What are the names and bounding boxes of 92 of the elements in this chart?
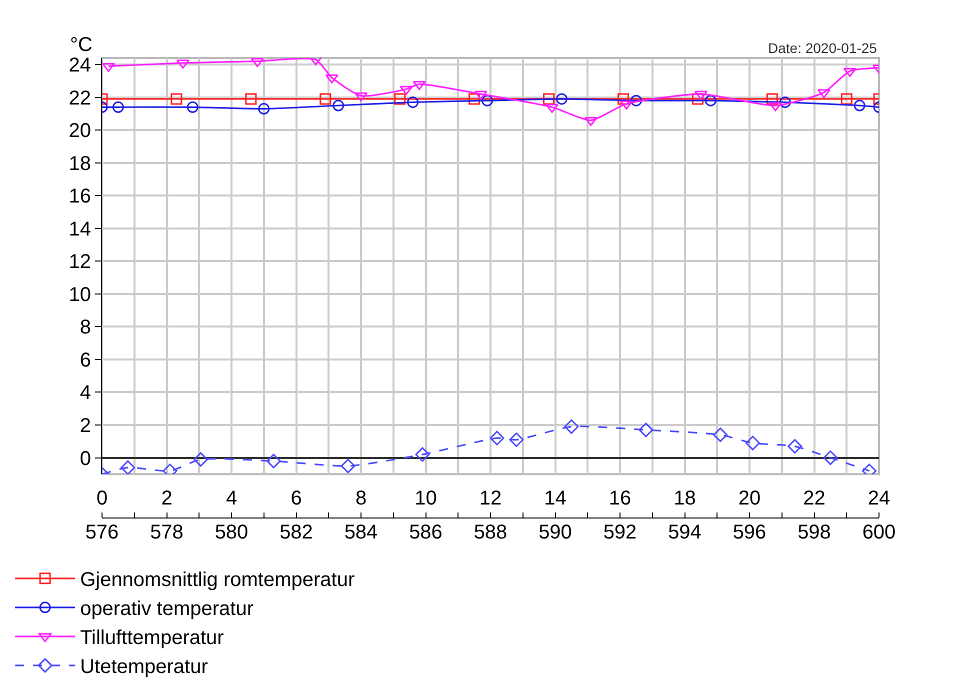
point bbox=[170, 93, 182, 105]
point bbox=[620, 100, 633, 110]
point bbox=[250, 58, 264, 68]
point bbox=[823, 450, 838, 466]
legend-label: operativ temperatur bbox=[80, 598, 254, 620]
point bbox=[617, 93, 629, 105]
x2-tick-label: 592 bbox=[603, 522, 637, 544]
point bbox=[193, 452, 208, 467]
point bbox=[766, 93, 778, 105]
x-tick-label: 2 bbox=[161, 488, 172, 510]
y-tick-label: 2 bbox=[80, 415, 91, 437]
x-tick-label: 24 bbox=[868, 488, 890, 510]
point bbox=[412, 80, 426, 90]
point bbox=[332, 100, 344, 112]
y-tick-label: 6 bbox=[80, 349, 91, 372]
point bbox=[854, 100, 866, 112]
y-tick-label: 16 bbox=[68, 186, 91, 208]
x2-tick-label: 586 bbox=[409, 522, 442, 544]
x-tick-label: 12 bbox=[479, 488, 502, 510]
x2-tick-label: 600 bbox=[862, 522, 896, 544]
y-tick-label: 14 bbox=[68, 218, 91, 240]
point bbox=[176, 60, 190, 69]
legend-label: Utetemperatur bbox=[80, 656, 208, 678]
legend-label: Gjennomsnittlig romtemperatur bbox=[80, 569, 355, 592]
x2-tick-label: 576 bbox=[85, 522, 119, 544]
y-tick-label: 18 bbox=[68, 152, 91, 175]
x2-tick-label: 578 bbox=[150, 522, 184, 544]
point bbox=[320, 93, 332, 105]
legend-label: Tillufttemperatur bbox=[80, 627, 224, 650]
point bbox=[694, 90, 708, 100]
x-tick-label: 0 bbox=[96, 488, 108, 510]
point bbox=[258, 103, 270, 115]
point bbox=[564, 419, 579, 434]
point bbox=[120, 460, 136, 474]
y-tick-label: 10 bbox=[68, 284, 91, 306]
point bbox=[186, 101, 198, 113]
y-tick-label: 12 bbox=[68, 251, 91, 274]
y-tick-label: 24 bbox=[68, 54, 91, 77]
x-tick-label: 16 bbox=[608, 488, 632, 510]
x2-tick-label: 590 bbox=[538, 522, 572, 544]
point bbox=[779, 96, 791, 108]
point bbox=[556, 93, 568, 105]
x-tick-label: 22 bbox=[803, 488, 826, 510]
point bbox=[840, 93, 852, 105]
point bbox=[692, 93, 704, 105]
point bbox=[340, 458, 356, 474]
point bbox=[768, 102, 782, 112]
point bbox=[817, 89, 830, 98]
x2-tick-label: 588 bbox=[474, 522, 508, 544]
point bbox=[584, 117, 598, 126]
point bbox=[543, 93, 555, 105]
point bbox=[745, 436, 760, 450]
x2-tick-label: 596 bbox=[732, 522, 766, 544]
point bbox=[400, 86, 413, 95]
point bbox=[415, 447, 430, 462]
point bbox=[630, 94, 642, 106]
text: Date: 2020-01-25 bbox=[768, 40, 878, 56]
x-tick-label: 20 bbox=[738, 488, 761, 510]
point bbox=[102, 62, 115, 72]
y-tick-label: 0 bbox=[80, 448, 91, 470]
point bbox=[474, 90, 488, 100]
y-tick-label: 22 bbox=[68, 87, 91, 110]
y-axis-title: °C bbox=[70, 34, 92, 56]
point bbox=[704, 94, 716, 106]
point bbox=[266, 454, 281, 468]
point bbox=[843, 68, 856, 77]
point bbox=[490, 430, 504, 446]
x2-tick-label: 582 bbox=[280, 522, 313, 544]
x-tick-label: 4 bbox=[226, 488, 238, 510]
point bbox=[112, 101, 124, 113]
point bbox=[394, 93, 406, 105]
point bbox=[788, 439, 802, 454]
x2-tick-label: 584 bbox=[344, 522, 378, 544]
x-tick-label: 6 bbox=[290, 488, 302, 510]
point bbox=[407, 96, 419, 108]
y-tick-label: 8 bbox=[80, 316, 91, 339]
y-tick-label: 4 bbox=[80, 382, 91, 404]
x-tick-label: 8 bbox=[355, 488, 367, 510]
point bbox=[509, 432, 524, 447]
x-tick-label: 18 bbox=[674, 488, 696, 510]
point bbox=[245, 93, 257, 105]
x-tick-label: 10 bbox=[414, 488, 437, 510]
x2-tick-label: 594 bbox=[668, 522, 702, 544]
x2-tick-label: 598 bbox=[798, 522, 831, 544]
point bbox=[638, 422, 654, 438]
y-tick-label: 20 bbox=[68, 120, 91, 142]
x-tick-label: 14 bbox=[544, 488, 566, 510]
point bbox=[468, 93, 480, 105]
point bbox=[713, 428, 728, 442]
point bbox=[325, 74, 338, 84]
x2-tick-label: 580 bbox=[214, 522, 248, 544]
point bbox=[482, 94, 494, 106]
